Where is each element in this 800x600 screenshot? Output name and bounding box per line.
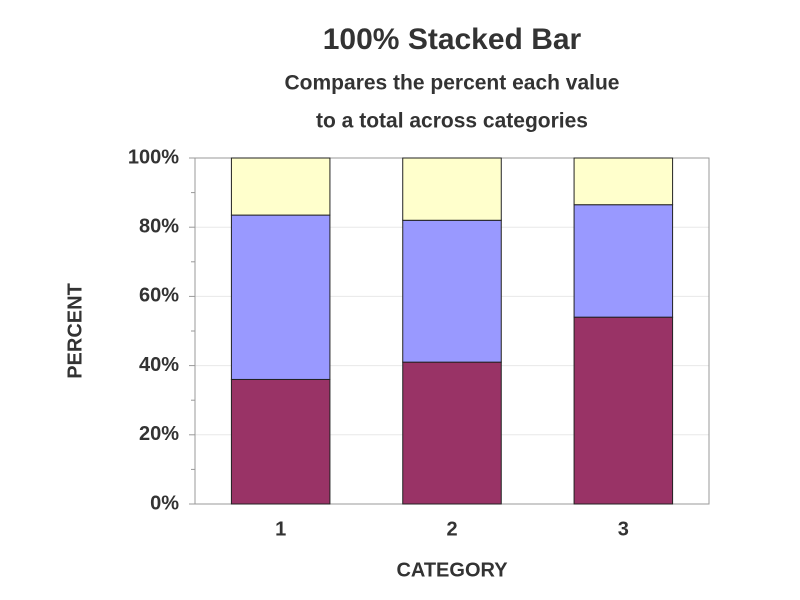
y-tick-label: 60% — [139, 285, 179, 307]
chart-title: 100% Stacked Bar — [323, 23, 582, 56]
bar-segment — [402, 157, 502, 221]
x-tick-label: 2 — [446, 518, 457, 540]
bar-segment — [573, 204, 674, 318]
y-tick-label: 40% — [139, 354, 179, 376]
y-tick-label: 80% — [139, 215, 179, 237]
x-tick-label: 3 — [618, 518, 629, 540]
chart-subtitle: to a total across categories — [316, 110, 588, 133]
y-tick-label: 100% — [128, 146, 179, 168]
x-tick-label: 1 — [275, 518, 286, 540]
x-axis-label: CATEGORY — [396, 559, 508, 581]
y-tick-label: 20% — [139, 423, 179, 445]
bar-segment — [402, 361, 502, 505]
bar-segment — [573, 316, 674, 505]
bar-segment — [230, 378, 331, 505]
bar-segment — [230, 214, 331, 380]
y-tick-label: 0% — [150, 492, 179, 514]
bar-segment — [230, 157, 331, 216]
y-axis-label: PERCENT — [64, 283, 86, 379]
bar-segment — [573, 157, 674, 206]
bar-segment — [402, 219, 502, 363]
chart-subtitle: Compares the percent each value — [285, 72, 620, 95]
